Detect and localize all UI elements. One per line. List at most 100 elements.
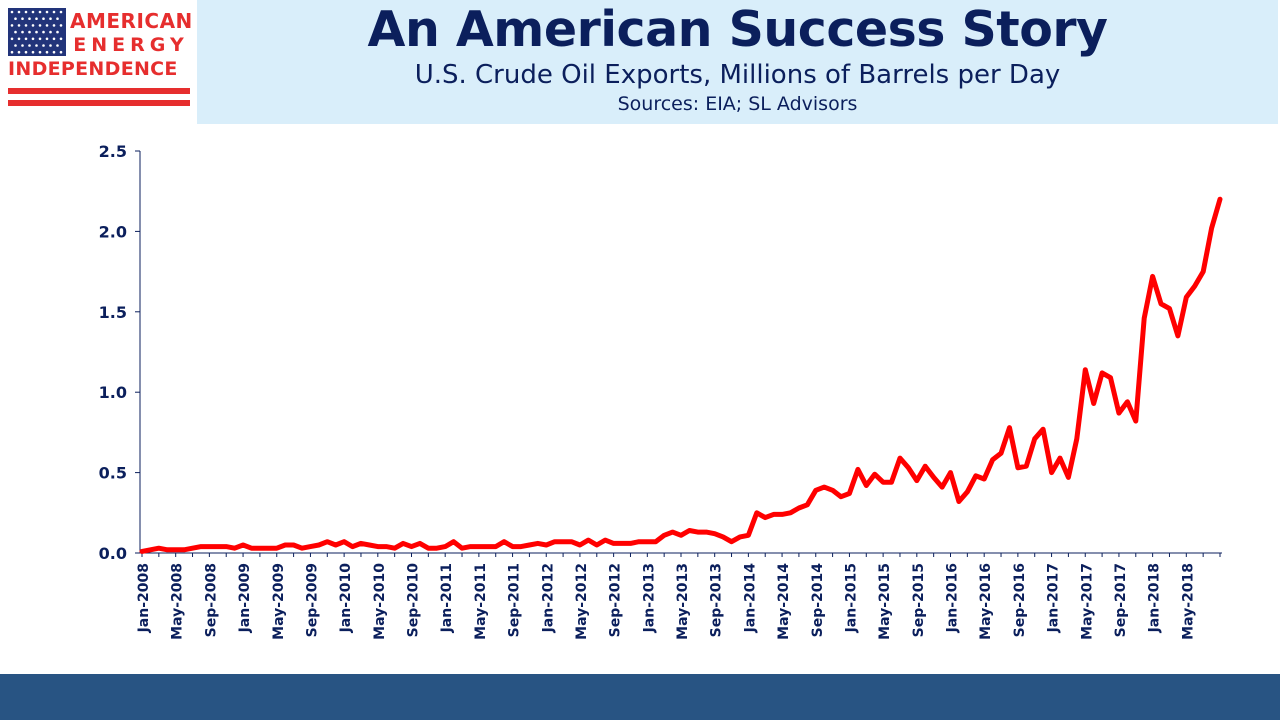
flag-star xyxy=(56,44,59,47)
x-tick-label: Sep-2010 xyxy=(406,563,422,638)
x-tick-label: Jan-2014 xyxy=(742,563,758,634)
flag-star xyxy=(52,10,56,14)
flag-star xyxy=(17,37,21,41)
series-line-crude-oil-exports xyxy=(139,196,1223,554)
flag-star xyxy=(28,17,31,20)
flag-star xyxy=(31,37,35,41)
flag-star xyxy=(49,17,52,20)
flag-star xyxy=(31,50,35,54)
flag-star xyxy=(38,24,42,27)
flag-star xyxy=(24,37,28,41)
x-tick-label: Jan-2009 xyxy=(237,563,253,633)
flag-star xyxy=(49,44,52,47)
x-tick-label: May-2014 xyxy=(776,563,792,640)
x-tick-label: May-2013 xyxy=(675,563,691,640)
x-tick-label: Jan-2012 xyxy=(540,563,556,633)
chart-title: An American Success Story xyxy=(367,1,1108,58)
flag-star xyxy=(10,10,14,14)
flag-star xyxy=(42,30,45,34)
flag-star xyxy=(17,50,21,54)
x-tick-label: May-2015 xyxy=(877,563,893,640)
flag-star xyxy=(31,10,35,14)
footer-bar xyxy=(0,674,1280,720)
x-tick-label: Sep-2008 xyxy=(203,563,219,637)
x-tick-label: May-2012 xyxy=(574,563,590,640)
x-tick-label: Sep-2015 xyxy=(911,563,927,637)
x-tick-label: May-2009 xyxy=(271,563,287,640)
x-tick-label: Jan-2008 xyxy=(136,563,152,633)
x-tick-label: Jan-2011 xyxy=(439,563,455,633)
flag-star xyxy=(59,10,63,14)
flag-star xyxy=(24,24,28,27)
chart-header: An American Success Story U.S. Crude Oil… xyxy=(197,0,1278,124)
y-tick-label: 2.0 xyxy=(99,222,127,241)
x-tick-label: May-2016 xyxy=(978,563,994,640)
logo-text-energy: ENERGY xyxy=(73,34,189,56)
flag-star xyxy=(59,37,63,41)
x-tick-label: Sep-2017 xyxy=(1113,563,1129,637)
x-tick-label: Jan-2016 xyxy=(945,563,961,633)
flag-star xyxy=(10,24,14,27)
flag-star xyxy=(45,50,49,54)
flag-star xyxy=(14,44,17,47)
x-tick-label: Sep-2016 xyxy=(1012,563,1028,637)
flag-star xyxy=(17,24,21,27)
x-tick-label: May-2010 xyxy=(372,563,388,640)
flag-star xyxy=(21,17,24,20)
flag-star xyxy=(10,37,14,41)
flag-star xyxy=(59,24,63,27)
x-tick-label: Jan-2015 xyxy=(843,563,859,633)
flag-star xyxy=(45,37,49,41)
flag-star xyxy=(42,44,45,47)
y-axis: 0.0 0.5 1.0 1.5 2.0 2.5 xyxy=(99,142,141,563)
flag-star xyxy=(49,30,52,34)
flag-star xyxy=(45,10,49,14)
flag-star xyxy=(35,17,38,20)
y-tick-label: 1.0 xyxy=(99,383,127,402)
flag-star xyxy=(56,17,59,20)
logo-text-independence: INDEPENDENCE xyxy=(8,58,178,80)
us-flag-icon xyxy=(8,8,66,56)
flag-star xyxy=(17,10,21,14)
flag-star xyxy=(45,24,49,27)
x-tick-label: Sep-2013 xyxy=(709,563,725,637)
x-axis: Jan-2008 May-2008 Sep-2008 Jan-2009 May-2009… xyxy=(136,552,1222,640)
flag-star xyxy=(52,50,56,54)
x-tick-label: Jan-2017 xyxy=(1046,563,1062,633)
x-tick-label: May-2017 xyxy=(1079,563,1095,640)
chart-sources: Sources: EIA; SL Advisors xyxy=(617,93,858,115)
flag-star xyxy=(52,37,56,41)
flag-star xyxy=(59,50,63,54)
x-tick-label: Sep-2009 xyxy=(304,563,320,637)
flag-star xyxy=(24,50,28,54)
flag-star xyxy=(42,17,45,20)
x-tick-label: Jan-2010 xyxy=(338,563,354,634)
flag-star xyxy=(38,37,42,41)
flag-star xyxy=(56,30,59,34)
y-tick-label: 2.5 xyxy=(99,142,127,161)
flag-star xyxy=(10,50,14,54)
y-tick-label: 0.0 xyxy=(99,544,127,563)
logo: AMERICAN ENERGY INDEPENDENCE xyxy=(0,0,197,124)
flag-star xyxy=(38,50,42,54)
logo-text-american: AMERICAN xyxy=(70,9,193,33)
y-tick-label: 1.5 xyxy=(99,303,127,322)
flag-star xyxy=(21,30,24,34)
flag-star xyxy=(35,30,38,34)
chart-subtitle: U.S. Crude Oil Exports, Millions of Barr… xyxy=(414,60,1061,90)
flag-star xyxy=(14,17,17,20)
x-tick-label: Sep-2011 xyxy=(507,563,523,637)
x-tick-label: May-2011 xyxy=(473,563,489,640)
flag-star xyxy=(14,30,17,34)
logo-stripe xyxy=(8,88,190,94)
line-chart: 0.0 0.5 1.0 1.5 2.0 2.5 Jan-2008 May-2008 Sep-2… xyxy=(99,142,1223,640)
y-tick-label: 0.5 xyxy=(99,464,127,483)
x-tick-label: Sep-2012 xyxy=(608,563,624,637)
flag-star xyxy=(28,44,31,47)
flag-star xyxy=(52,24,56,27)
flag-star xyxy=(35,44,38,47)
flag-star xyxy=(28,30,31,34)
x-tick-label: Jan-2013 xyxy=(641,563,657,633)
x-tick-label: May-2018 xyxy=(1180,563,1196,640)
x-tick-label: May-2008 xyxy=(170,563,186,640)
